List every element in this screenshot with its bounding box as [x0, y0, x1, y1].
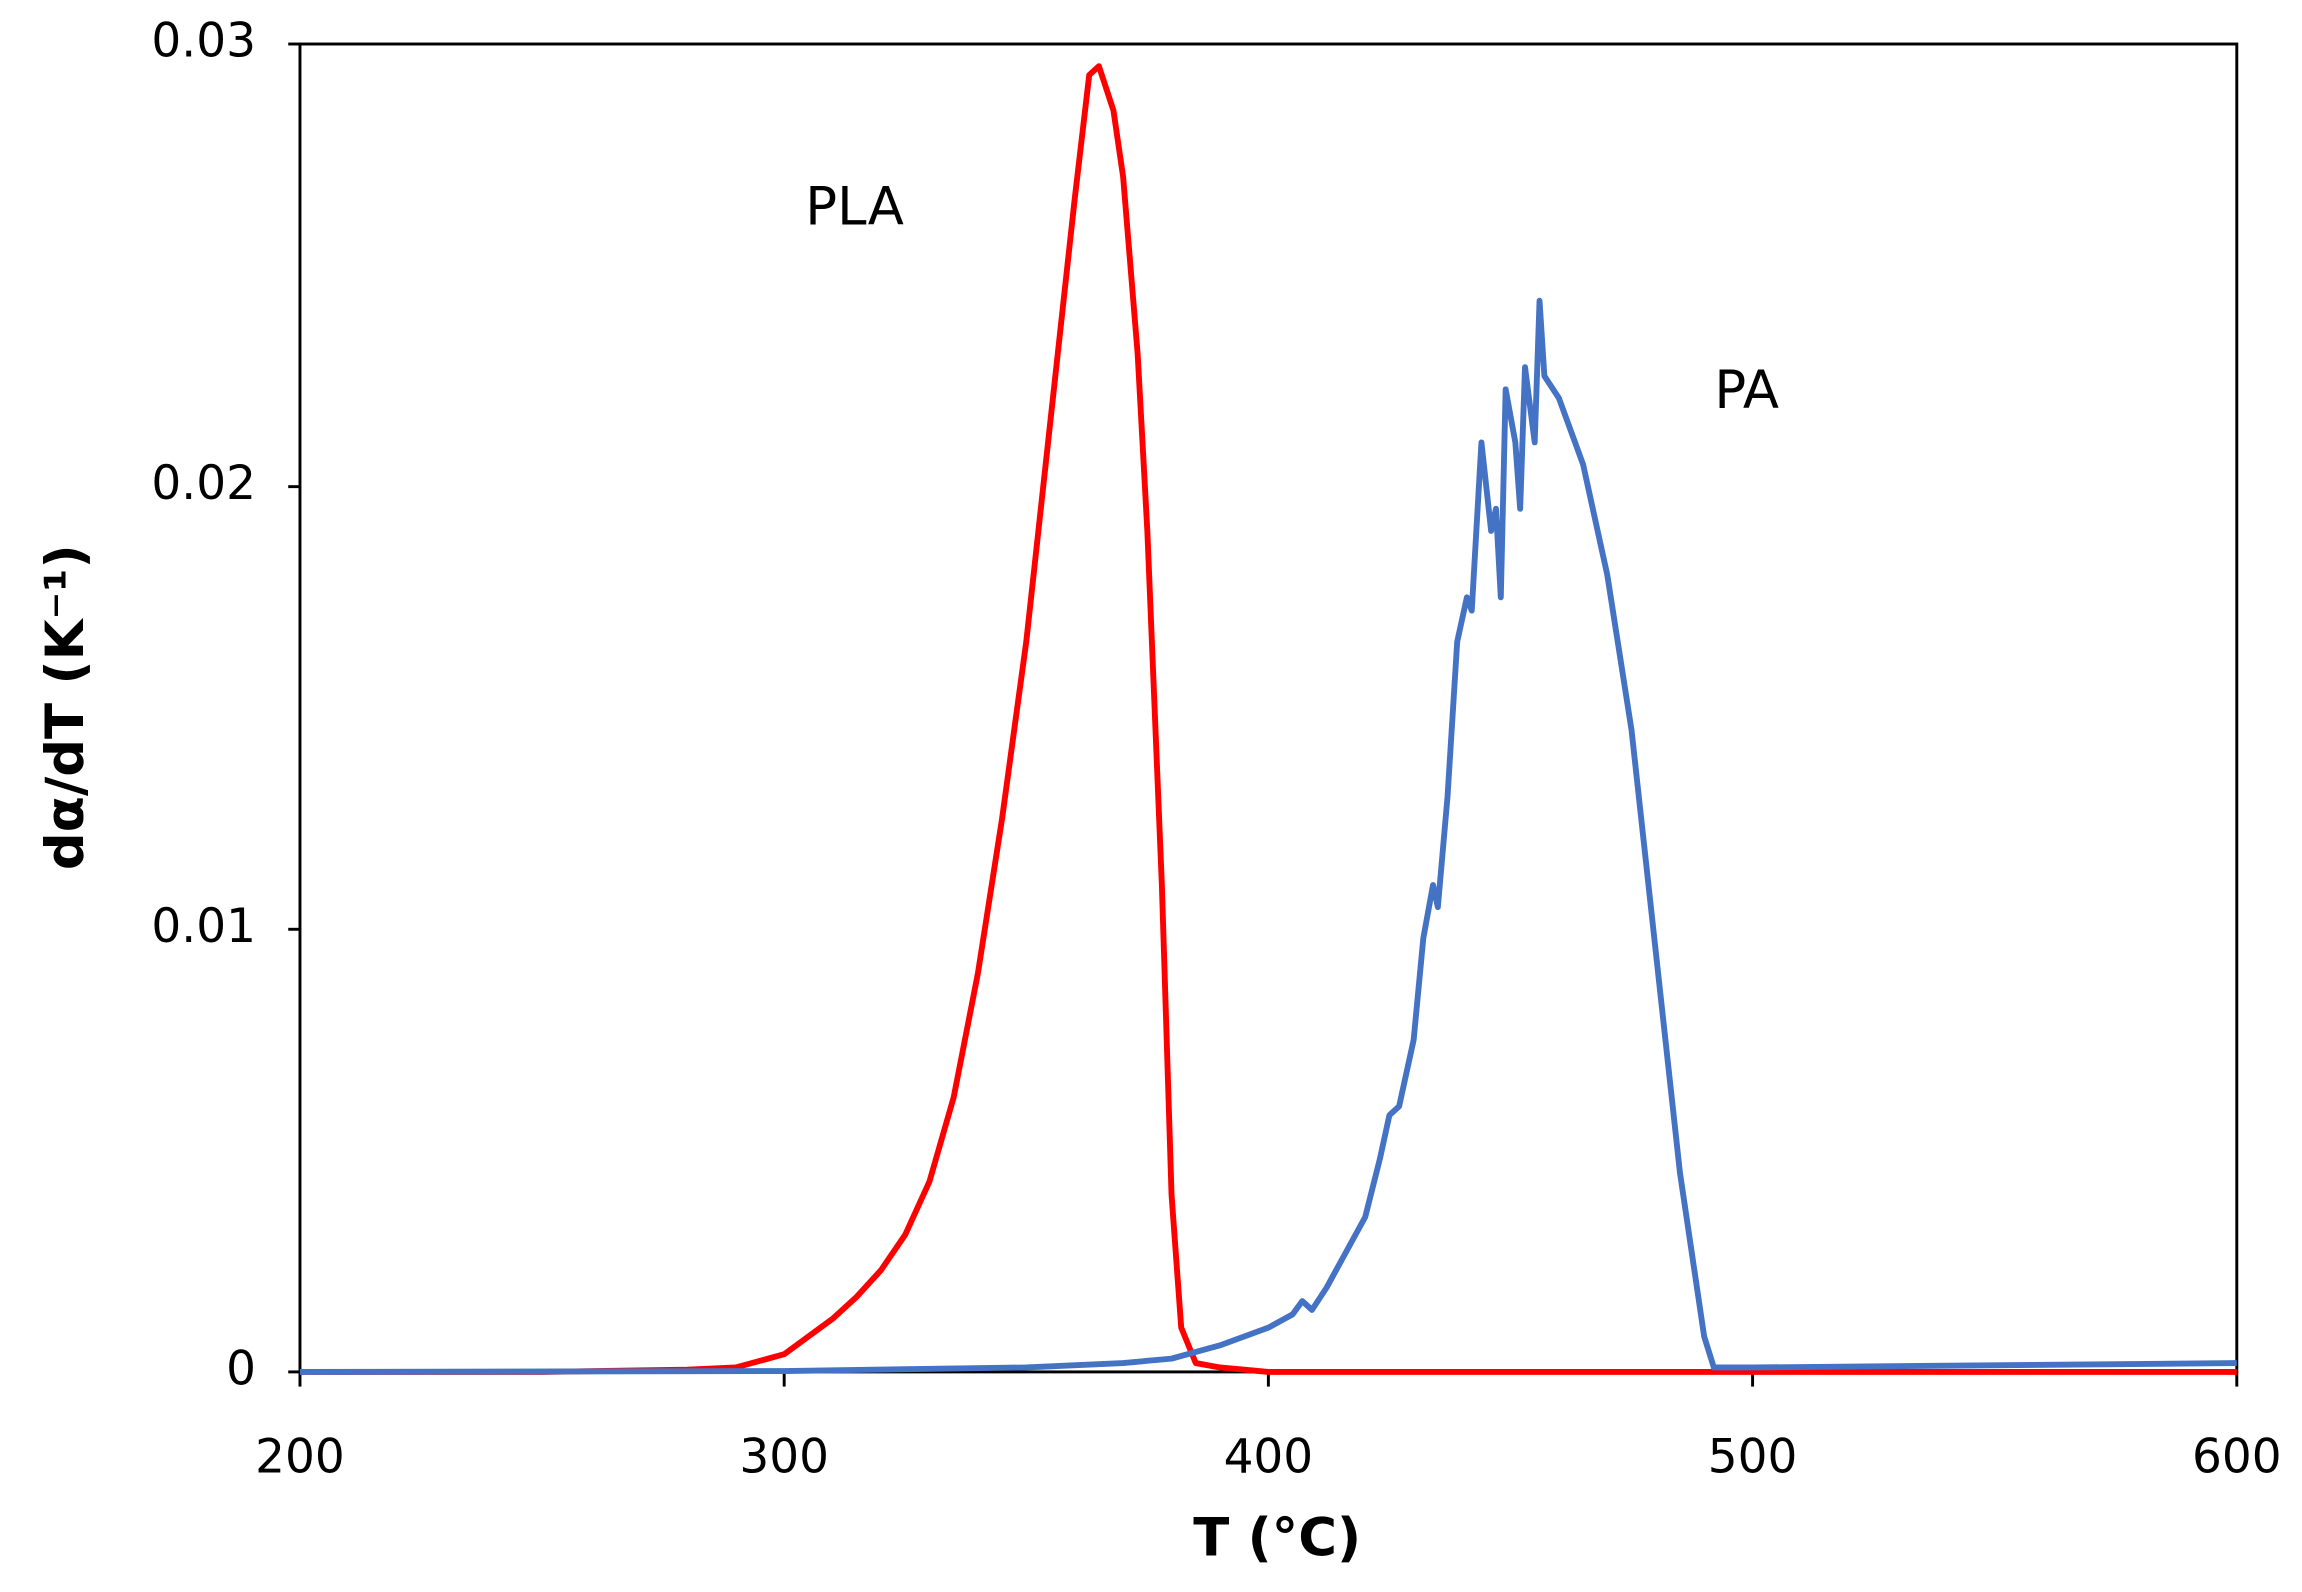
x-tick-label: 600 — [2192, 1429, 2282, 1484]
data-line — [299, 63, 2237, 1375]
y-tick-label: 0.01 — [151, 899, 256, 954]
annotation: PLA — [805, 176, 904, 237]
x-tick-label: 500 — [1708, 1429, 1798, 1484]
y-tick-label: 0 — [226, 1341, 256, 1396]
x-tick-label: 200 — [255, 1429, 345, 1484]
x-axis-label: T (°C) — [1193, 1507, 1361, 1568]
y-tick-label: 0.02 — [151, 456, 256, 511]
y-axis-label: dα/dT (K⁻¹) — [35, 544, 96, 870]
plot-frame — [298, 42, 2239, 1374]
annotation: PA — [1714, 360, 1779, 421]
y-tick-label: 0.03 — [151, 14, 256, 69]
x-tick-label: 300 — [739, 1429, 829, 1484]
data-line — [299, 297, 2237, 1375]
x-tick-label: 400 — [1224, 1429, 1314, 1484]
